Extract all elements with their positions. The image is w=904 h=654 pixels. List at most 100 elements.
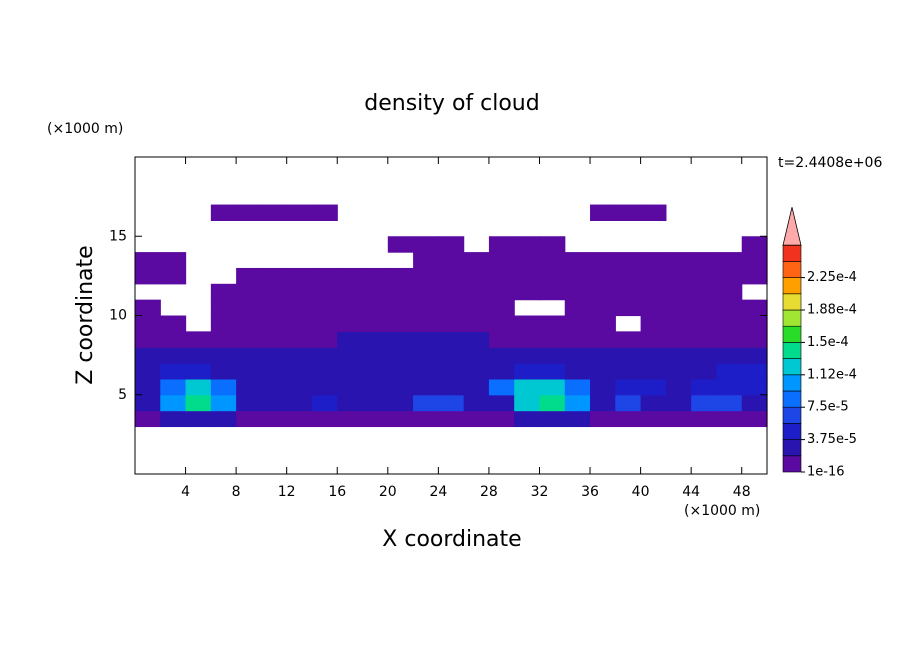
colorbar-tick-label: 2.25e-4 [807,270,857,285]
colorbar-cell [782,358,802,376]
contour-cell [564,252,591,269]
contour-cell [564,410,591,428]
contour-cell [286,299,313,317]
contour-cell [210,299,237,317]
contour-cell [387,299,414,317]
contour-cell [640,204,667,221]
colorbar-cell [782,439,802,457]
colorbar-tick-label: 1e-16 [807,465,845,480]
contour-cell [564,283,591,301]
contour-cell [665,347,692,364]
contour-cell [665,299,692,317]
contour-cell [236,204,262,221]
contour-cell [488,267,515,285]
contour-cell [286,331,313,348]
contour-cell [640,378,667,396]
contour-cell [337,347,364,364]
x-tick-label: 44 [682,484,700,500]
contour-cell [640,394,667,412]
x-tick-label: 40 [632,484,650,500]
contour-cell [362,267,389,285]
contour-cell [286,378,313,396]
contour-cell [362,363,389,380]
contour-cell [564,378,591,396]
contour-cell [261,410,288,428]
contour-cell [564,299,591,317]
contour-cell [640,299,667,317]
contour-cell [463,315,490,332]
contour-cell [615,204,642,221]
contour-cell [337,394,364,412]
contour-cell [539,236,566,253]
contour-cell [716,299,743,317]
contour-cell [438,410,465,428]
contour-cell [590,204,616,221]
contour-cell [185,378,212,396]
contour-cell [311,363,338,380]
contour-cell [665,363,692,380]
contour-cell [160,394,187,412]
colorbar-tick-label: 7.5e-5 [807,400,849,415]
contour-cell [236,315,262,332]
contour-cell [185,394,212,412]
contour-cell [514,347,541,364]
y-tick-label: 10 [109,308,127,324]
contour-cell [160,267,187,285]
contour-cell [210,204,237,221]
contour-cell [716,347,743,364]
contour-cell [514,267,541,285]
contour-cell [286,283,313,301]
contour-cell [185,363,212,380]
contour-cell [135,347,161,364]
contour-cell [665,267,692,285]
y-tick-label: 15 [109,228,127,244]
chart-title: density of cloud [364,91,539,116]
x-tick-label: 24 [429,484,447,500]
contour-cell [691,394,718,412]
contour-cell [590,331,616,348]
contour-cell [590,315,616,332]
contour-cell [236,331,262,348]
contour-cell [362,347,389,364]
contour-cell [337,331,364,348]
contour-cell [590,283,616,301]
contour-cell [438,331,465,348]
contour-cell [716,410,743,428]
contour-cell [665,378,692,396]
x-tick-label: 8 [232,484,241,500]
contour-cell [741,347,768,364]
contour-cell [488,236,515,253]
contour-cell [438,252,465,269]
contour-cell [691,347,718,364]
contour-cell [514,283,541,301]
contour-cell [236,283,262,301]
colorbar-tick-label: 1.5e-4 [807,335,849,350]
contour-cell [691,315,718,332]
colorbar-tick-label: 1.12e-4 [807,367,857,382]
contour-cell [539,378,566,396]
contour-cell [160,331,187,348]
contour-cell [741,315,768,332]
contour-cell [590,267,616,285]
contour-cell [615,363,642,380]
contour-cell [185,410,212,428]
contour-cell [413,299,439,317]
contour-cell [615,347,642,364]
contour-cell [286,315,313,332]
colorbar-cell [782,390,802,408]
colorbar-cell [782,293,802,311]
contour-cell [615,252,642,269]
contour-cell [691,378,718,396]
contour-cell [210,283,237,301]
x-tick-label: 16 [328,484,346,500]
y-tick-label: 5 [118,387,127,403]
contour-cell [488,283,515,301]
contour-cell [413,236,439,253]
x-axis-label: X coordinate [382,527,521,552]
contour-cell [413,283,439,301]
contour-cell [488,363,515,380]
contour-cell [488,315,515,332]
contour-cell [210,394,237,412]
contour-cell [741,299,768,317]
y-axis-label: Z coordinate [73,245,98,384]
